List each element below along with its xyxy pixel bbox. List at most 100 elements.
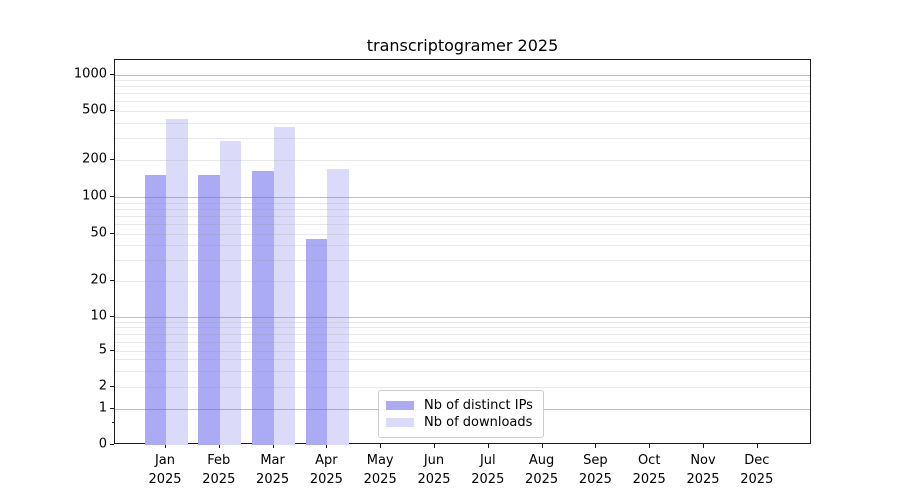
minor-gridline xyxy=(115,233,810,235)
y-tick-label: 50 xyxy=(90,225,107,240)
legend-label-downloads: Nb of downloads xyxy=(424,415,533,430)
x-tick-month: Nov xyxy=(690,453,716,468)
y-tick-mark xyxy=(110,315,114,317)
y-tick-mark xyxy=(110,232,114,234)
minor-gridline xyxy=(115,101,810,103)
x-tick-label: Sep 2025 xyxy=(567,451,623,489)
y-tick-label: 2 xyxy=(98,378,107,393)
x-tick-mark xyxy=(649,444,651,448)
y-tick-label: 20 xyxy=(90,272,107,288)
bar-distinct-ips xyxy=(252,170,274,445)
minor-gridline xyxy=(115,80,810,81)
minor-gridline xyxy=(115,370,810,372)
x-tick-label: May 2025 xyxy=(352,451,408,489)
y-tick-mark xyxy=(110,349,114,351)
legend-label-distinct-ips: Nb of distinct IPs xyxy=(424,398,533,413)
minor-gridline xyxy=(115,321,810,323)
major-gridline xyxy=(115,197,810,198)
y-tick-mark xyxy=(110,280,114,281)
minor-gridline xyxy=(115,111,810,112)
bar-downloads xyxy=(327,168,349,445)
major-gridline xyxy=(115,316,810,318)
x-tick-year: 2025 xyxy=(578,472,612,487)
x-tick-label: Jun 2025 xyxy=(406,451,462,489)
x-tick-month: Jul xyxy=(479,453,496,468)
x-tick-mark xyxy=(326,444,328,448)
legend-row-downloads: Nb of downloads xyxy=(386,414,535,431)
x-tick-mark xyxy=(756,444,758,448)
x-tick-label: Feb 2025 xyxy=(191,451,247,489)
y-tick-label: 1000 xyxy=(73,66,107,81)
minor-gridline xyxy=(115,138,810,139)
minor-gridline xyxy=(115,327,810,329)
minor-gridline xyxy=(115,341,810,343)
chart-title: transcriptogramer 2025 xyxy=(366,36,559,55)
x-tick-label: Jan 2025 xyxy=(137,451,193,489)
x-tick-label: Oct 2025 xyxy=(621,451,677,489)
bar-downloads xyxy=(166,119,188,445)
x-tick-month: Aug xyxy=(528,453,555,468)
legend-row-distinct-ips: Nb of distinct IPs xyxy=(386,397,535,414)
bar-downloads xyxy=(219,140,242,445)
y-tick-mark xyxy=(110,158,114,160)
x-tick-mark xyxy=(703,444,704,448)
x-tick-label: Dec 2025 xyxy=(729,451,785,489)
grid-layer xyxy=(115,60,810,443)
y-tick-label: 100 xyxy=(82,188,107,204)
y-tick-mark xyxy=(110,444,114,445)
x-tick-label: Nov 2025 xyxy=(675,451,731,489)
minor-gridline xyxy=(115,223,810,225)
legend-swatch-distinct-ips-icon xyxy=(386,401,414,410)
bar-distinct-ips xyxy=(144,175,166,445)
y-minor-tick-mark xyxy=(112,421,114,423)
y-tick-mark xyxy=(110,196,114,197)
x-tick-month: Feb xyxy=(207,453,231,468)
y-tick-label: 0 xyxy=(98,436,107,452)
y-tick-label: 10 xyxy=(90,308,107,323)
x-tick-mark xyxy=(380,444,382,448)
x-tick-month: Dec xyxy=(744,453,770,468)
x-tick-mark xyxy=(272,444,274,448)
x-tick-year: 2025 xyxy=(309,472,343,487)
y-tick-mark xyxy=(110,385,114,387)
x-tick-month: Apr xyxy=(315,453,338,468)
legend-swatch-downloads-icon xyxy=(386,418,414,427)
minor-gridline xyxy=(115,386,810,388)
x-tick-year: 2025 xyxy=(148,472,182,487)
x-tick-month: Mar xyxy=(260,453,285,468)
x-tick-year: 2025 xyxy=(471,472,505,487)
x-tick-label: Aug 2025 xyxy=(514,451,570,489)
x-tick-mark xyxy=(595,444,597,448)
minor-gridline xyxy=(115,350,810,352)
x-tick-year: 2025 xyxy=(256,472,290,487)
minor-gridline xyxy=(115,93,810,95)
minor-gridline xyxy=(115,159,810,161)
y-tick-mark xyxy=(110,110,114,111)
x-tick-label: Jul 2025 xyxy=(460,451,516,489)
bars-layer xyxy=(115,60,810,445)
x-tick-year: 2025 xyxy=(525,472,559,487)
x-tick-mark xyxy=(541,444,543,448)
minor-gridline xyxy=(115,202,810,204)
minor-gridline xyxy=(115,208,810,210)
x-tick-year: 2025 xyxy=(202,472,236,487)
x-tick-month: Oct xyxy=(637,453,661,468)
minor-gridline xyxy=(115,334,810,335)
x-tick-month: Jan xyxy=(154,453,176,468)
plot-area xyxy=(114,59,811,445)
bar-downloads xyxy=(273,126,296,445)
major-gridline xyxy=(115,74,810,76)
x-tick-month: Sep xyxy=(583,453,608,468)
x-tick-month: May xyxy=(366,453,394,468)
x-tick-mark xyxy=(165,444,166,448)
x-tick-year: 2025 xyxy=(417,472,451,487)
y-tick-label: 5 xyxy=(98,342,107,357)
bar-distinct-ips xyxy=(198,175,220,445)
minor-gridline xyxy=(115,86,810,88)
y-tick-label: 500 xyxy=(82,102,107,118)
minor-gridline xyxy=(115,245,810,247)
y-tick-label: 1 xyxy=(98,400,107,415)
x-tick-label: Apr 2025 xyxy=(298,451,354,489)
x-tick-year: 2025 xyxy=(632,472,666,487)
